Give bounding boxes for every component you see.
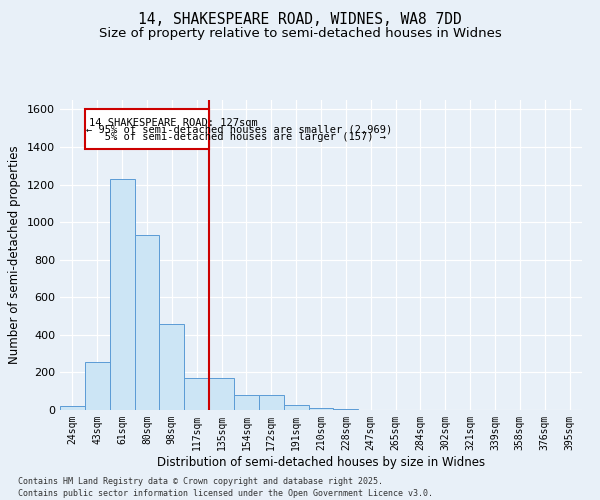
Bar <box>308 408 334 410</box>
FancyBboxPatch shape <box>85 110 209 149</box>
Bar <box>60 406 85 410</box>
Bar <box>160 324 184 410</box>
Text: 14 SHAKESPEARE ROAD: 127sqm: 14 SHAKESPEARE ROAD: 127sqm <box>89 118 257 128</box>
Bar <box>209 378 234 410</box>
Text: 14, SHAKESPEARE ROAD, WIDNES, WA8 7DD: 14, SHAKESPEARE ROAD, WIDNES, WA8 7DD <box>138 12 462 28</box>
X-axis label: Distribution of semi-detached houses by size in Widnes: Distribution of semi-detached houses by … <box>157 456 485 468</box>
Bar <box>110 179 134 410</box>
Text: ← 95% of semi-detached houses are smaller (2,969): ← 95% of semi-detached houses are smalle… <box>86 124 392 134</box>
Bar <box>85 362 110 410</box>
Bar <box>259 395 284 410</box>
Bar <box>184 378 209 410</box>
Y-axis label: Number of semi-detached properties: Number of semi-detached properties <box>8 146 22 364</box>
Text: Contains HM Land Registry data © Crown copyright and database right 2025.
Contai: Contains HM Land Registry data © Crown c… <box>18 476 433 498</box>
Bar <box>234 395 259 410</box>
Bar <box>134 236 160 410</box>
Bar <box>284 406 308 410</box>
Text: 5% of semi-detached houses are larger (157) →: 5% of semi-detached houses are larger (1… <box>86 132 386 141</box>
Text: Size of property relative to semi-detached houses in Widnes: Size of property relative to semi-detach… <box>98 28 502 40</box>
